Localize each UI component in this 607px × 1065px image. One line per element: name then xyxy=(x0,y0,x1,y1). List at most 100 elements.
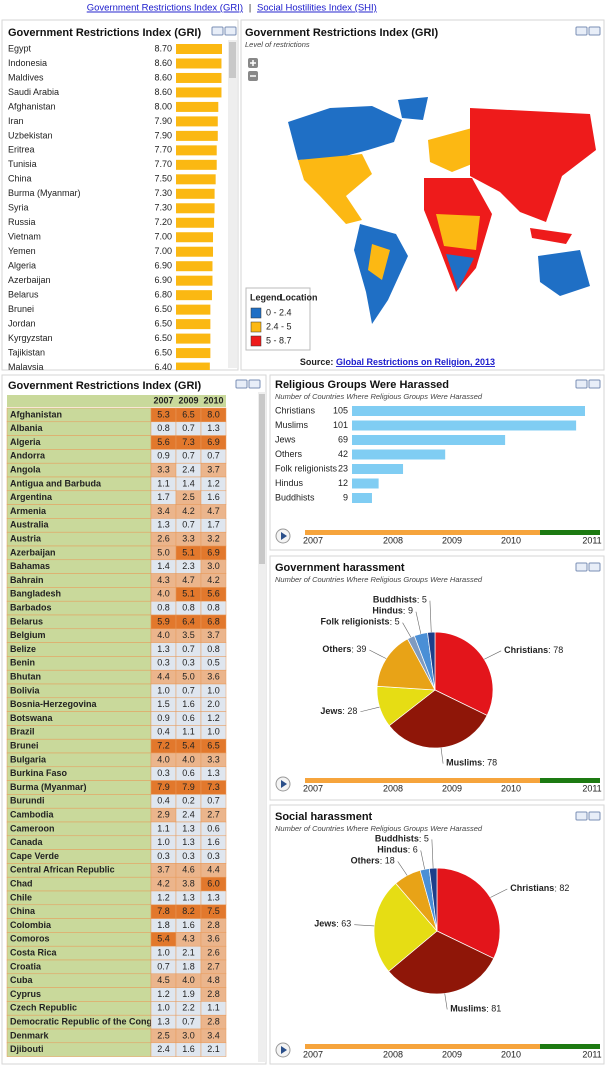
leader-line xyxy=(402,622,412,638)
bar xyxy=(176,348,211,359)
land xyxy=(436,214,480,250)
cell-value: 6.4 xyxy=(182,616,195,626)
cell-value: 0.6 xyxy=(207,823,220,833)
slice-category: Buddhists xyxy=(373,595,417,605)
row-label: Armenia xyxy=(10,506,47,516)
land xyxy=(446,254,474,290)
slice-label: Jews: 63 xyxy=(314,919,351,929)
map-zoom[interactable] xyxy=(248,58,258,81)
row-label: Cape Verde xyxy=(10,851,59,861)
cell-value: 0.8 xyxy=(207,644,220,654)
value-label: 7.20 xyxy=(154,217,172,227)
category-label: Tajikistan xyxy=(8,347,45,357)
cell-value: 3.7 xyxy=(207,630,220,640)
panel-max[interactable] xyxy=(248,379,261,389)
cell-value: 2.8 xyxy=(207,920,220,930)
cell-value: 2.1 xyxy=(182,947,195,957)
value-label: 8.70 xyxy=(154,43,172,53)
nav-link[interactable]: Government Restrictions Index (GRI) xyxy=(87,3,243,14)
timeline-track[interactable] xyxy=(540,530,600,535)
cell-value: 3.7 xyxy=(157,865,170,875)
cell-value: 3.5 xyxy=(182,630,195,640)
slice-label: Others: 39 xyxy=(322,644,366,654)
panel-max[interactable] xyxy=(588,26,601,36)
panel-menu[interactable] xyxy=(211,26,224,36)
row-label: Canada xyxy=(10,837,44,847)
scrollbar[interactable] xyxy=(258,392,266,1062)
pie-slice[interactable] xyxy=(373,882,438,972)
column-header: 2007 xyxy=(153,395,173,405)
cell-value: 3.0 xyxy=(207,561,220,571)
pie-slice[interactable] xyxy=(427,631,436,691)
category-label: Saudi Arabia xyxy=(8,87,59,97)
cell-value: 4.6 xyxy=(182,865,195,875)
timeline-track[interactable] xyxy=(305,1044,540,1049)
legend-swatch xyxy=(250,321,262,333)
bar xyxy=(176,101,219,112)
bar xyxy=(176,217,215,228)
land xyxy=(320,196,362,224)
category-label: Afghanistan xyxy=(8,101,56,111)
panel-max[interactable] xyxy=(588,811,601,821)
panel-max[interactable] xyxy=(588,379,601,389)
column-header: 2009 xyxy=(178,395,198,405)
pie-slice[interactable] xyxy=(434,631,494,716)
timeline-label: 2010 xyxy=(501,1049,521,1059)
cell-value: 1.6 xyxy=(207,492,220,502)
cell-value: 3.0 xyxy=(182,1030,195,1040)
bar xyxy=(352,449,446,460)
row-label: Bahrain xyxy=(10,575,44,585)
scrollbar[interactable] xyxy=(228,40,237,368)
cell-value: 4.4 xyxy=(207,865,220,875)
cell-value: 6.0 xyxy=(207,878,220,888)
panel-max[interactable] xyxy=(224,26,237,36)
value-label: 7.50 xyxy=(154,174,172,184)
scroll-thumb[interactable] xyxy=(259,394,265,564)
value-label: 9 xyxy=(343,492,348,502)
panel-max[interactable] xyxy=(588,562,601,572)
slice-value: 39 xyxy=(356,644,366,654)
pie-slice[interactable] xyxy=(388,689,488,749)
cell-value: 1.1 xyxy=(182,727,195,737)
cell-value: 1.3 xyxy=(207,423,220,433)
row-label: Colombia xyxy=(10,920,52,930)
bar xyxy=(176,319,211,330)
panel-menu[interactable] xyxy=(235,379,248,389)
timeline-track[interactable] xyxy=(540,1044,600,1049)
leader-line xyxy=(369,649,387,659)
cell-value: 1.3 xyxy=(157,1016,170,1026)
scroll-thumb[interactable] xyxy=(229,42,236,78)
cell-value: 3.7 xyxy=(207,464,220,474)
category-label: Uzbekistan xyxy=(8,130,53,140)
cell-value: 5.1 xyxy=(182,547,195,557)
nav-link[interactable]: Social Hostilities Index (SHI) xyxy=(257,3,377,14)
panel-menu[interactable] xyxy=(575,562,588,572)
cell-value: 2.4 xyxy=(182,464,195,474)
timeline-track[interactable] xyxy=(305,530,540,535)
value-label: 6.80 xyxy=(154,290,172,300)
slice-value: 5 xyxy=(395,617,400,627)
timeline-track[interactable] xyxy=(305,778,540,783)
slice-value: 81 xyxy=(491,1004,501,1014)
cell-value: 0.7 xyxy=(182,520,195,530)
row-label: Afghanistan xyxy=(10,409,62,419)
leader-line xyxy=(397,861,408,876)
category-label: Vietnam xyxy=(8,232,41,242)
row-label: Burkina Faso xyxy=(10,768,68,778)
timeline-track[interactable] xyxy=(540,778,600,783)
cell-value: 0.7 xyxy=(182,1016,195,1026)
cell-value: 1.8 xyxy=(157,920,170,930)
cell-value: 2.0 xyxy=(207,699,220,709)
slice-label: Folk religionists: 5 xyxy=(321,617,400,627)
panel-menu[interactable] xyxy=(575,379,588,389)
panel-menu[interactable] xyxy=(575,811,588,821)
timeline-label: 2010 xyxy=(501,535,521,545)
category-label: Belarus xyxy=(8,290,39,300)
bar xyxy=(352,493,372,503)
bar xyxy=(176,188,215,199)
row-label: Botswana xyxy=(10,713,54,723)
panel-menu[interactable] xyxy=(575,26,588,36)
source-link[interactable]: Global Restrictions on Religion, 2013 xyxy=(336,357,495,367)
category-label: Eritrea xyxy=(8,145,35,155)
